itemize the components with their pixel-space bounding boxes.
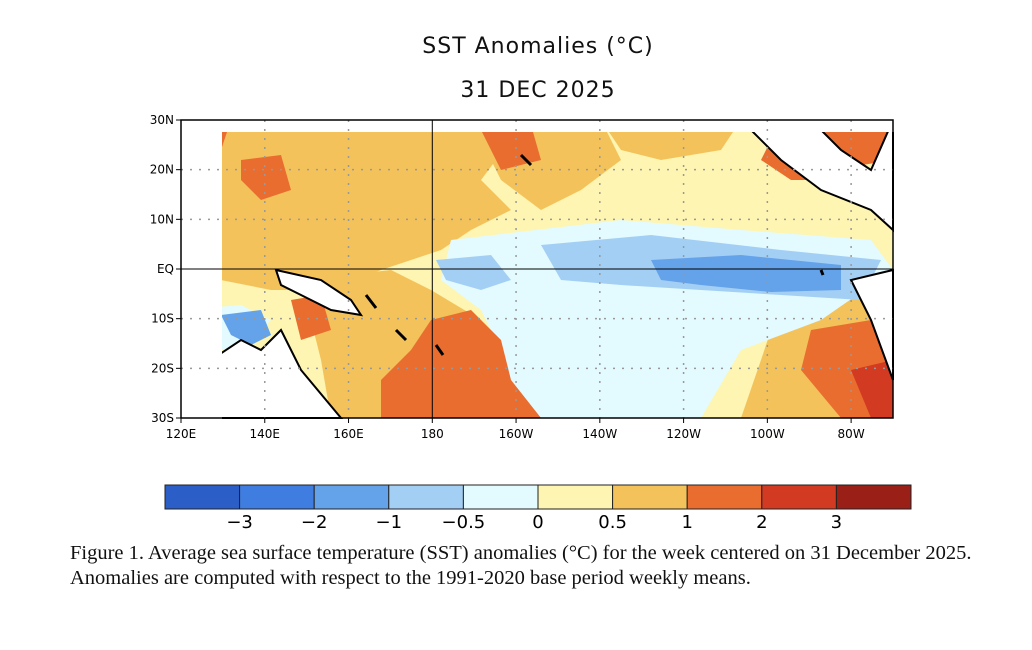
colorbar-swatch (761, 484, 837, 510)
anomaly-region (851, 360, 893, 418)
colorbar-swatch (239, 484, 315, 510)
colorbar-label: 2 (756, 512, 767, 533)
colorbar-swatch (388, 484, 464, 510)
anomaly-region (381, 310, 541, 418)
lat-label: 30S (151, 411, 174, 425)
anomaly-region (241, 155, 291, 200)
colorbar-label: −1 (376, 512, 403, 533)
figure-caption: Figure 1. Average sea surface temperatur… (70, 542, 972, 589)
colorbar-swatch (164, 484, 241, 510)
land-islands (181, 270, 211, 295)
land-new-guinea (274, 268, 364, 317)
colorbar-label: 1 (681, 512, 692, 533)
lon-label: 160E (333, 427, 364, 441)
colorbar-swatch (835, 484, 912, 510)
colorbar-label: 0 (532, 512, 543, 533)
colorbar-swatch (462, 484, 539, 510)
land-islands (364, 153, 825, 356)
map-date: 31 DEC 2025 (460, 78, 616, 103)
map-title: SST Anomalies (°C) (422, 34, 654, 59)
lon-label: 120W (666, 427, 701, 441)
colorbar-label: −3 (226, 512, 253, 533)
colorbar-swatch (686, 484, 763, 510)
lon-label: 80W (838, 427, 865, 441)
colorbar-swatch (612, 484, 688, 510)
colorbar-swatch (313, 484, 390, 510)
anomaly-region (222, 132, 227, 147)
lat-label: 20N (150, 163, 174, 177)
anomaly-region (291, 295, 331, 340)
colorbar-label: 3 (831, 512, 842, 533)
lon-label: 180 (421, 427, 444, 441)
colorbar: −3 −2 −1 −0.5 0 0.5 1 2 3 (164, 484, 912, 533)
colorbar-label: −2 (301, 512, 328, 533)
anomaly-region (222, 310, 271, 345)
sst-anomaly-map: 120E 140E 160E 180 160W 140W 120W 100W 80W 30N 20N… (150, 113, 894, 441)
lat-label: 30N (150, 113, 174, 127)
anomaly-region (651, 255, 841, 292)
land-philippines (181, 150, 206, 220)
anomaly-region (222, 132, 511, 290)
colorbar-swatch (537, 484, 614, 510)
lat-label: EQ (157, 262, 174, 276)
lon-label: 160W (499, 427, 534, 441)
colorbar-label: 0.5 (598, 512, 627, 533)
lon-label: 120E (166, 427, 197, 441)
lon-label: 100W (750, 427, 785, 441)
colorbar-label: −0.5 (442, 512, 486, 533)
lat-label: 10N (150, 212, 174, 226)
lat-label: 20S (151, 361, 174, 375)
lat-label: 10S (151, 312, 174, 326)
anomaly-region (609, 132, 733, 160)
grid-lines (181, 120, 893, 418)
lon-label: 140W (582, 427, 617, 441)
lon-label: 140E (250, 427, 281, 441)
axes: 120E 140E 160E 180 160W 140W 120W 100W 80W 30N 20N… (150, 113, 865, 441)
anomaly-region (436, 255, 511, 290)
land-islands (181, 315, 211, 325)
